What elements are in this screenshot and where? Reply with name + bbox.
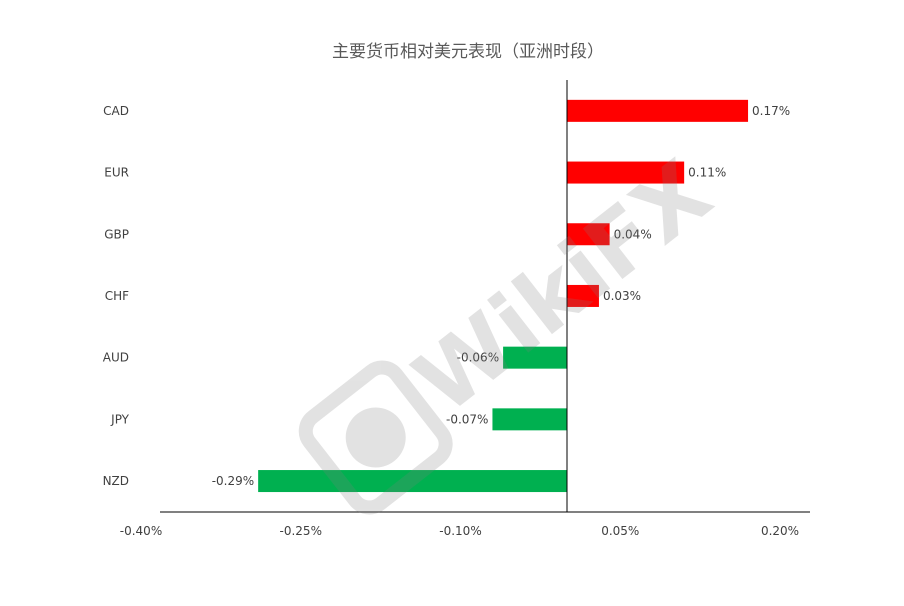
data-label-aud: -0.06%	[457, 351, 499, 365]
x-tick-label: -0.40%	[120, 524, 162, 538]
category-label-cad: CAD	[103, 104, 129, 118]
data-labels: 0.17% 0.11% 0.04% 0.03% -0.06% -0.07% -0.29%	[212, 104, 790, 488]
x-tick-label: -0.25%	[280, 524, 322, 538]
bar-jpy	[492, 408, 567, 431]
category-label-aud: AUD	[103, 351, 129, 365]
category-label-gbp: GBP	[104, 227, 129, 241]
category-label-nzd: NZD	[103, 474, 129, 488]
eagle-head-shape	[345, 407, 406, 468]
bar-eur	[567, 161, 685, 184]
bar-nzd	[258, 470, 567, 493]
eagle-logo-icon	[298, 360, 453, 515]
category-label-chf: CHF	[105, 289, 129, 303]
category-labels: CAD EUR GBP CHF AUD JPY NZD	[103, 104, 130, 488]
bar-cad	[567, 99, 749, 122]
bars-layer	[258, 99, 749, 493]
data-label-cad: 0.17%	[752, 104, 790, 118]
x-tick-label: 0.20%	[761, 524, 799, 538]
bar-aud	[503, 346, 567, 369]
watermark-text: WikiFX	[395, 141, 729, 434]
x-tick-label: -0.10%	[439, 524, 481, 538]
data-label-gbp: 0.04%	[614, 227, 652, 241]
bar-gbp	[567, 223, 610, 246]
data-label-eur: 0.11%	[688, 166, 726, 180]
x-tick-label: 0.05%	[601, 524, 639, 538]
chart-title: 主要货币相对美元表现（亚洲时段）	[332, 42, 604, 62]
data-label-nzd: -0.29%	[212, 474, 254, 488]
data-label-jpy: -0.07%	[446, 412, 488, 426]
x-tick-labels: -0.40% -0.25% -0.10% 0.05% 0.20%	[120, 524, 799, 538]
data-label-chf: 0.03%	[603, 289, 641, 303]
axes	[160, 80, 810, 513]
bar-chf	[567, 284, 599, 307]
wikifx-watermark: WikiFX	[298, 141, 730, 515]
category-label-jpy: JPY	[110, 412, 130, 426]
category-label-eur: EUR	[104, 166, 129, 180]
